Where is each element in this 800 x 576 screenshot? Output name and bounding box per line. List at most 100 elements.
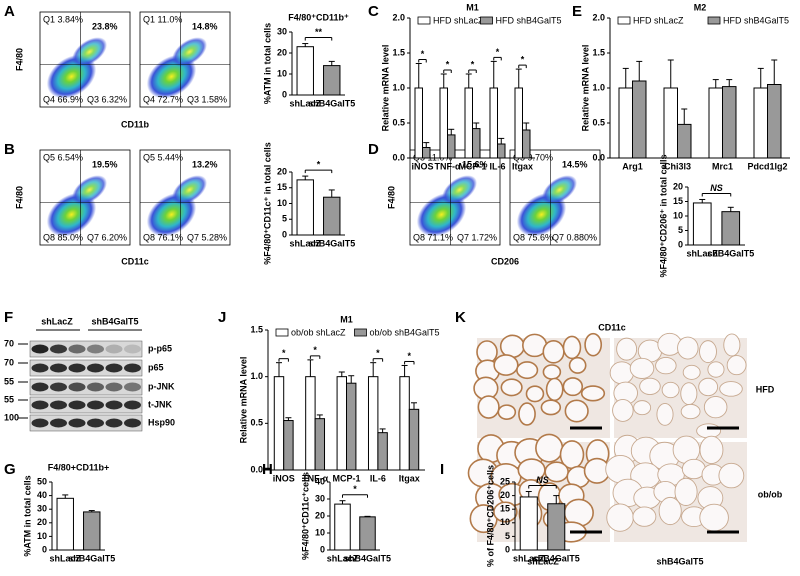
flow-x-label: CD206 [491, 256, 519, 266]
adipocyte [535, 433, 564, 463]
bar [692, 202, 712, 246]
bar [519, 496, 538, 551]
bar [514, 87, 523, 159]
bar [323, 65, 341, 96]
quadrant-label: Q5 11.0% [413, 152, 452, 162]
y-tick-label: 10 [673, 210, 683, 220]
chart-title: M1 [340, 314, 353, 324]
bar [296, 179, 314, 236]
bar [721, 211, 741, 246]
adipocyte [699, 340, 717, 364]
blot-marker: 55 [4, 376, 14, 386]
gate-percent: 13.2% [192, 159, 218, 169]
bar [472, 128, 481, 159]
adipocyte [719, 381, 743, 397]
adipocyte [500, 378, 523, 397]
y-tick-label: 10 [277, 68, 287, 78]
blot-group: shB4GalT5 [91, 316, 138, 326]
legend-label: HFD shLacZ [433, 15, 484, 25]
panel-letter: A [4, 3, 15, 20]
y-tick-label: 15 [673, 196, 683, 206]
adipocyte [633, 400, 652, 416]
adipocyte [493, 501, 518, 523]
panel-letter: J [218, 309, 226, 326]
y-tick-label: 10 [37, 531, 47, 541]
legend-swatch [707, 16, 721, 25]
bar [408, 408, 420, 471]
chart-title: M2 [694, 2, 707, 12]
bar [377, 432, 388, 471]
adipocyte [632, 506, 657, 527]
y-tick-label: 1.5 [592, 47, 605, 57]
y-tick-label: 15 [277, 182, 287, 192]
y-tick-label: 15 [500, 504, 510, 514]
adipocyte [699, 503, 729, 532]
panel-letter: I [440, 461, 444, 478]
y-tick-label: 0 [678, 239, 683, 249]
legend-swatch [417, 16, 431, 25]
panel-letter: F [4, 309, 13, 326]
blot-protein: t-JNK [148, 399, 172, 409]
blot-band [105, 363, 123, 373]
x-tick-label: shLacZ [686, 248, 718, 258]
panel-letter: C [368, 3, 379, 20]
bar [83, 511, 101, 551]
blot-band [68, 382, 86, 392]
adipocyte [568, 356, 587, 374]
bar [753, 87, 768, 159]
blot-band [68, 418, 86, 428]
blot-band [124, 363, 141, 373]
bar [323, 196, 341, 236]
blot-protein: p65 [148, 362, 164, 372]
blot-band [105, 382, 123, 392]
adipocyte [518, 402, 536, 426]
panel-letter: B [4, 141, 15, 158]
y-axis-label: % of F4/80⁺CD206⁺cells [485, 465, 495, 567]
histology-row: HFD [756, 384, 775, 394]
legend-label: ob/ob shB4GalT5 [370, 327, 440, 337]
histology-column: shB4GalT5 [656, 556, 703, 566]
y-tick-label: 10 [500, 517, 510, 527]
bar [497, 143, 506, 159]
y-tick-label: 0.5 [250, 418, 263, 428]
y-tick-label: 40 [315, 476, 325, 486]
bar [359, 516, 376, 551]
blot-marker: 70 [4, 338, 14, 348]
adipocyte [661, 381, 680, 399]
x-tick-label: shB4GalT5 [308, 238, 355, 248]
x-tick-label: shLacZ [289, 238, 321, 248]
panel-letter: G [4, 461, 16, 478]
y-tick-label: 0 [282, 229, 287, 239]
significance: ** [315, 27, 323, 37]
adipocyte [612, 398, 634, 422]
adipocyte [639, 377, 661, 395]
x-tick-label: TNF-α [302, 473, 328, 483]
adipocyte [655, 357, 677, 375]
gate-percent: 14.5% [562, 159, 588, 169]
blot-band [31, 363, 49, 373]
x-tick-label: shLacZ [513, 553, 545, 563]
y-tick-label: 0.5 [592, 117, 605, 127]
adipocyte [516, 361, 539, 380]
y-axis-label: Relative mRNA level [380, 45, 390, 132]
blot-band [87, 418, 104, 428]
legend-swatch [275, 328, 289, 337]
x-tick-label: shLacZ [327, 553, 359, 563]
y-tick-label: 50 [37, 476, 47, 486]
bar [314, 418, 326, 471]
quadrant-label: Q5 9.70% [513, 152, 553, 162]
bar [618, 87, 633, 159]
adipocyte [584, 332, 603, 357]
x-tick-label: IL-6 [489, 161, 505, 171]
quadrant-label: Q3 6.32% [87, 94, 127, 104]
y-tick-label: 0 [42, 544, 47, 554]
quadrant-label: Q3 1.58% [187, 94, 227, 104]
adipocyte [493, 354, 519, 376]
quadrant-label: Q8 85.0% [43, 232, 83, 242]
bar [722, 86, 737, 159]
adipocyte [616, 337, 638, 361]
x-tick-label: shB4GalT5 [308, 98, 355, 108]
y-tick-label: 20 [315, 510, 325, 520]
y-tick-label: 0 [505, 544, 510, 554]
